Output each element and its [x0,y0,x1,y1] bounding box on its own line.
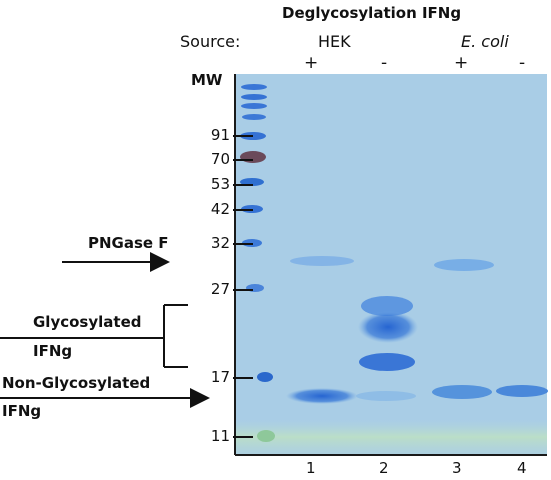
figure-title: Deglycosylation IFNg [282,4,462,22]
mw-marker-11: 11 [210,427,230,445]
glycosylated-label-2: IFNg [33,342,73,360]
protein-band [432,385,492,399]
ladder-band [241,103,267,109]
source-hek: HEK [318,32,351,51]
mw-marker-27: 27 [210,280,230,298]
lane-1-treatment: + [304,53,319,73]
mw-marker-17: 17 [210,368,230,386]
lane-3 [432,259,494,399]
nonglycosylated-arrow [0,388,210,408]
dye-front [236,420,547,454]
lane-2-treatment: - [381,53,388,73]
lane-number-4: 4 [517,459,527,477]
lane-number-1: 1 [306,459,316,477]
glyco-band-upper [361,296,413,316]
mw-marker-32: 32 [210,234,230,252]
mw-marker-53: 53 [210,175,230,193]
lane-3-treatment: + [454,53,469,73]
nonglycosylated-label-2: IFNg [2,402,42,420]
mw-label: MW [191,71,223,89]
pngase-arrow [62,252,170,272]
mw-tick [233,289,253,291]
mw-marker-42: 42 [210,200,230,218]
ladder-band [241,84,267,90]
lane-1 [286,256,358,404]
mw-tick [233,135,253,137]
ladder-band [241,94,267,100]
glycosylated-bracket [0,304,188,368]
ladder-band [257,372,273,382]
lane-number-2: 2 [379,459,389,477]
glyco-band [358,311,418,343]
faint-band [356,391,416,401]
faint-pngase-band [290,256,354,266]
mw-tick [233,159,253,161]
mw-marker-91: 91 [210,126,230,144]
mw-tick [233,377,253,379]
mw-tick [233,209,253,211]
lane-number-3: 3 [452,459,462,477]
lane-4 [496,385,548,397]
ladder-band [242,114,266,120]
source-label: Source: [180,32,241,51]
glyco-band-lower [359,353,415,371]
faint-pngase-band [434,259,494,271]
glycosylated-label-1: Glycosylated [33,313,142,331]
protein-band [286,388,358,404]
source-ecoli: E. coli [461,32,509,51]
lane-4-treatment: - [519,53,526,73]
mw-tick [233,184,253,186]
gel-background [236,74,547,454]
protein-band [496,385,548,397]
pngase-label: PNGase F [88,234,169,252]
ladder-band [240,132,266,140]
ladder-lane [240,84,275,442]
ladder-band-dark [240,151,266,163]
mw-marker-70: 70 [210,150,230,168]
lane-2 [356,296,418,401]
ladder-smear [257,430,275,442]
mw-tick [233,436,253,438]
nonglycosylated-label-1: Non-Glycosylated [2,374,151,392]
mw-tick [233,243,253,245]
